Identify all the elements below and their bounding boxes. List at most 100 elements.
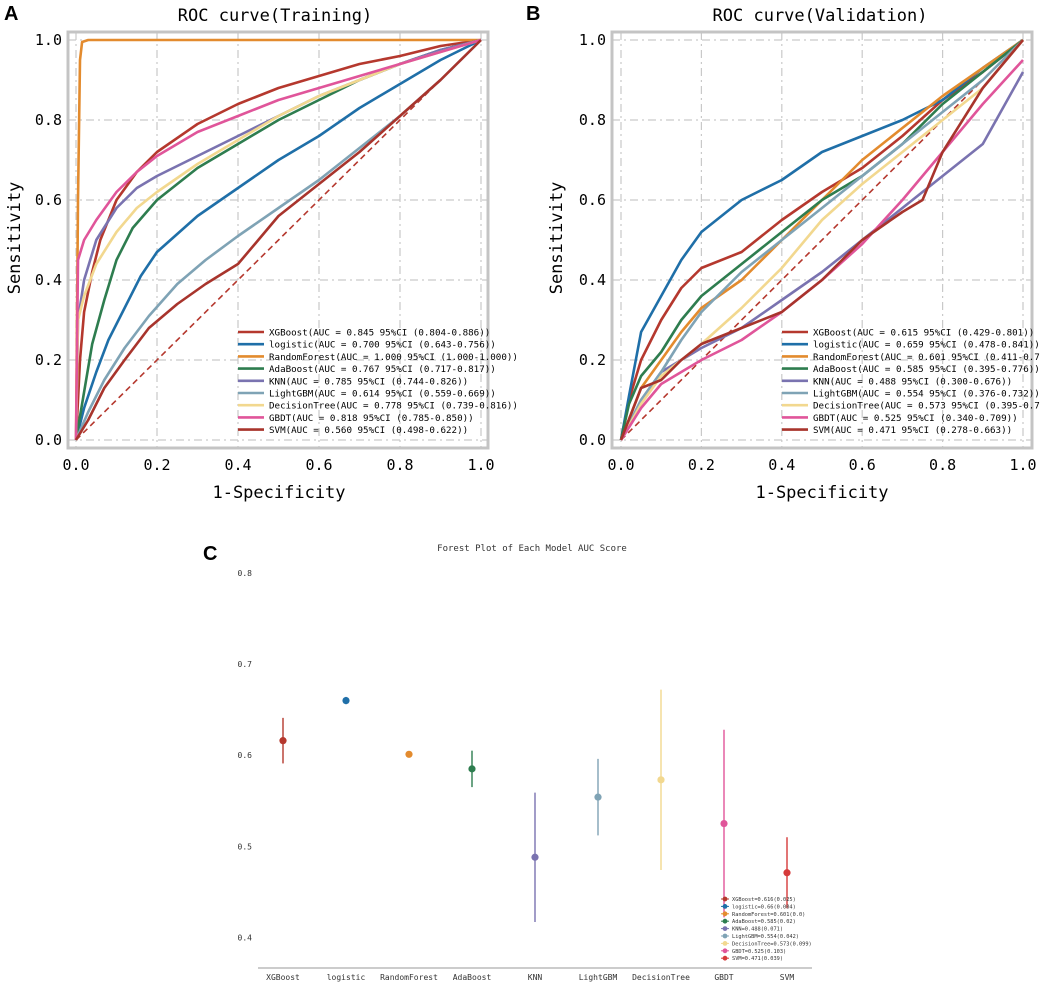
panel-a-ytick-label: 0.0 xyxy=(35,431,62,449)
panel-c-legend-entry-knn: KNN=0.488(0.071) xyxy=(732,927,783,933)
panel-a-curve-xgboost xyxy=(74,38,482,441)
panel-c: C Forest Plot of Each Model AUC Score 0.8 0… xyxy=(203,543,812,982)
panel-b-curve-xgboost xyxy=(619,38,1024,441)
panel-c-legend: XGBoost=0.616(0.025)logistic=0.66(0.004)… xyxy=(721,896,812,962)
panel-c-xtick-label: XGBoost xyxy=(266,973,300,982)
panel-b-ytick-label: 0.4 xyxy=(579,271,606,289)
panel-c-legend-entry-svm: SVM=0.471(0.039) xyxy=(732,956,783,962)
panel-b-xlabel: 1-Specificity xyxy=(755,483,888,503)
panel-b-xtick-label: 0.4 xyxy=(768,456,795,474)
panel-a-xtick-label: 0.8 xyxy=(386,456,413,474)
panel-c-point-logistic xyxy=(342,696,350,705)
panel-a-curve-randomforest xyxy=(74,38,481,441)
panel-c-xtick-label: GBDT xyxy=(714,973,733,982)
panel-a-legend-entry-gbdt: GBDT(AUC = 0.818 95%CI (0.785-0.850)) xyxy=(269,413,474,424)
panel-b-ytick-label: 0.0 xyxy=(579,431,606,449)
panel-a-legend-entry-knn: KNN(AUC = 0.785 95%CI (0.744-0.826)) xyxy=(269,376,468,387)
panel-b-xtick-label: 1.0 xyxy=(1009,456,1036,474)
panel-a-curve-svm xyxy=(74,39,482,441)
panel-b-legend-entry-svm: SVM(AUC = 0.471 95%CI (0.278-0.663)) xyxy=(813,425,1012,436)
panel-c-legend-entry-randomforest: RandomForest=0.601(0.0) xyxy=(732,912,805,918)
panel-a-xlabel: 1-Specificity xyxy=(212,483,345,503)
panel-b-legend-entry-lightgbm: LightGBM(AUC = 0.554 95%CI (0.376-0.732)… xyxy=(813,389,1040,400)
panel-b-curve-lightgbm xyxy=(619,39,1024,441)
panel-c-title: Forest Plot of Each Model AUC Score xyxy=(437,544,627,554)
panel-c-legend-marker-gbdt xyxy=(722,948,728,954)
panel-c-legend-marker-randomforest xyxy=(722,911,728,917)
panel-a-ytick-label: 0.8 xyxy=(35,111,62,129)
panel-b-curve-svm xyxy=(619,39,1024,441)
panel-c-legend-entry-decisiontree: DecisionTree=0.573(0.099) xyxy=(732,941,812,947)
panel-b-diagonal xyxy=(620,39,1024,441)
panel-b-xtick-label: 0.8 xyxy=(929,456,956,474)
panel-c-legend-marker-xgboost xyxy=(722,896,728,902)
panel-a-xtick-label: 0.4 xyxy=(224,456,251,474)
panel-b-ytick-label: 0.8 xyxy=(579,111,606,129)
panel-b-ytick-label: 1.0 xyxy=(579,31,606,49)
panel-b-curve-adaboost xyxy=(619,38,1024,441)
panel-a-xtick-label: 1.0 xyxy=(467,456,494,474)
panel-a-xtick-label: 0.2 xyxy=(143,456,170,474)
panel-c-point-lightgbm xyxy=(594,793,602,801)
panel-c-point-knn xyxy=(531,853,539,861)
panel-b-xtick-label: 0.2 xyxy=(688,456,715,474)
panel-a-ytick-label: 0.2 xyxy=(35,351,62,369)
panel-c-xtick-label: logistic xyxy=(327,973,366,982)
panel-c-xtick-label: DecisionTree xyxy=(632,973,690,982)
panel-c-legend-marker-svm xyxy=(722,955,728,961)
panel-c-xtick-label: SVM xyxy=(780,973,795,982)
panel-c-legend-entry-xgboost: XGBoost=0.616(0.025) xyxy=(732,897,796,903)
panel-b-xtick-label: 0.6 xyxy=(849,456,876,474)
panel-b: B ROC curve(Validation) 0.0 0.2 0.4 0.6 0.8 1.0… xyxy=(526,3,1040,503)
panel-c-legend-marker-knn xyxy=(722,926,728,931)
panel-a-legend-entry-adaboost: AdaBoost(AUC = 0.767 95%CI (0.717-0.817)… xyxy=(269,364,496,375)
panel-b-legend-entry-gbdt: GBDT(AUC = 0.525 95%CI (0.340-0.709)) xyxy=(813,413,1018,424)
panel-a-frame xyxy=(66,30,490,450)
panel-c-point-svm xyxy=(783,869,791,877)
panel-c-ytick-label: 0.5 xyxy=(238,842,253,851)
panel-a-xtick-label: 0.0 xyxy=(62,456,89,474)
panel-c-ytick-label: 0.7 xyxy=(238,660,253,669)
panel-b-title: ROC curve(Validation) xyxy=(713,6,928,26)
panel-a-xtick-label: 0.6 xyxy=(305,456,332,474)
panel-a-ytick-label: 1.0 xyxy=(35,31,62,49)
panel-c-legend-marker-logistic xyxy=(722,904,728,909)
panel-a-legend-entry-xgboost: XGBoost(AUC = 0.845 95%CI (0.804-0.886)) xyxy=(269,328,490,339)
panel-a-letter: A xyxy=(4,3,18,25)
panel-c-xtick-label: LightGBM xyxy=(579,973,618,982)
panel-c-legend-marker-decisiontree xyxy=(722,941,728,946)
panel-c-letter: C xyxy=(203,543,217,565)
panel-c-point-randomforest xyxy=(405,750,413,758)
panel-a-ytick-label: 0.6 xyxy=(35,191,62,209)
panel-c-legend-entry-lightgbm: LightGBM=0.554(0.042) xyxy=(732,934,799,940)
panel-c-legend-entry-gbdt: GBDT=0.525(0.103) xyxy=(732,949,786,955)
panel-c-legend-entry-adaboost: AdaBoost=0.585(0.02) xyxy=(732,919,796,925)
panel-b-ylabel: Sensitivity xyxy=(547,182,567,295)
panel-c-ytick-label: 0.8 xyxy=(238,569,253,578)
panel-a-legend-entry-randomforest: RandomForest(AUC = 1.000 95%CI (1.000-1.… xyxy=(269,352,518,363)
panel-c-xtick-label: AdaBoost xyxy=(453,973,492,982)
panel-c-point-decisiontree xyxy=(657,776,665,784)
panel-c-legend-marker-adaboost xyxy=(722,918,728,924)
panel-a-ylabel: Sensitivity xyxy=(5,182,25,295)
panel-b-legend-entry-knn: KNN(AUC = 0.488 95%CI (0.300-0.676)) xyxy=(813,376,1012,387)
panel-a-ytick-label: 0.4 xyxy=(35,271,62,289)
panel-c-xtick-label: RandomForest xyxy=(380,973,438,982)
panel-c-xtick-label: KNN xyxy=(528,973,543,982)
panel-b-legend: XGBoost(AUC = 0.615 95%CI (0.429-0.801))… xyxy=(782,328,1040,436)
panel-b-legend-entry-randomforest: RandomForest(AUC = 0.601 95%CI (0.411-0.… xyxy=(813,352,1040,363)
panel-b-legend-entry-logistic: logistic(AUC = 0.659 95%CI (0.478-0.841)… xyxy=(813,340,1040,351)
panel-b-legend-entry-decisiontree: DecisionTree(AUC = 0.573 95%CI (0.395-0.… xyxy=(813,401,1040,412)
panel-c-legend-entry-logistic: logistic=0.66(0.004) xyxy=(732,904,796,910)
panel-c-point-adaboost xyxy=(468,765,476,773)
panel-a-legend-entry-logistic: logistic(AUC = 0.700 95%CI (0.643-0.756)… xyxy=(269,340,496,351)
panel-a-legend-entry-lightgbm: LightGBM(AUC = 0.614 95%CI (0.559-0.669)… xyxy=(269,389,496,400)
panel-a-curve-gbdt xyxy=(74,38,482,441)
panel-c-ytick-label: 0.6 xyxy=(238,751,253,760)
panel-b-frame xyxy=(610,30,1034,450)
panel-a-legend-entry-svm: SVM(AUC = 0.560 95%CI (0.498-0.622)) xyxy=(269,425,468,436)
panel-b-ytick-label: 0.6 xyxy=(579,191,606,209)
panel-a-legend-entry-decisiontree: DecisionTree(AUC = 0.778 95%CI (0.739-0.… xyxy=(269,401,518,412)
panel-a-curve-logistic xyxy=(74,38,482,441)
